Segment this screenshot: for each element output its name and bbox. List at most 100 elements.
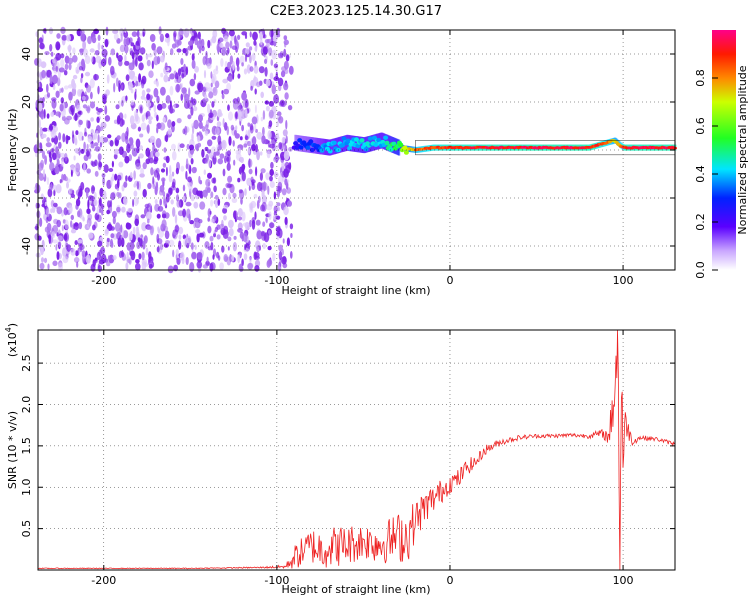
noise-speckle bbox=[181, 257, 185, 265]
noise-speckle bbox=[178, 240, 182, 250]
noise-speckle bbox=[237, 208, 243, 217]
noise-speckle bbox=[46, 113, 50, 119]
noise-speckle bbox=[237, 222, 243, 230]
noise-speckle bbox=[247, 122, 251, 127]
noise-speckle bbox=[38, 162, 44, 171]
noise-speckle bbox=[67, 57, 74, 65]
noise-speckle bbox=[155, 138, 162, 148]
noise-speckle bbox=[256, 245, 260, 253]
noise-speckle bbox=[241, 124, 245, 132]
noise-speckle bbox=[97, 134, 100, 144]
noise-speckle bbox=[72, 223, 75, 231]
noise-speckle bbox=[286, 237, 290, 247]
noise-speckle bbox=[38, 37, 43, 44]
track-point bbox=[305, 145, 311, 150]
noise-speckle bbox=[55, 184, 62, 194]
noise-speckle bbox=[217, 255, 221, 261]
noise-speckle bbox=[161, 219, 167, 229]
noise-speckle bbox=[96, 116, 100, 123]
noise-speckle bbox=[179, 143, 185, 148]
noise-speckle bbox=[113, 33, 119, 41]
track-point bbox=[345, 138, 351, 143]
noise-speckle bbox=[227, 246, 230, 251]
snr-frame bbox=[37, 329, 676, 571]
noise-speckle bbox=[191, 133, 194, 142]
noise-speckle bbox=[52, 74, 58, 85]
noise-speckle bbox=[247, 129, 251, 139]
noise-speckle bbox=[178, 28, 184, 38]
noise-speckle bbox=[143, 262, 149, 268]
noise-speckle bbox=[230, 124, 235, 131]
noise-speckle bbox=[165, 33, 170, 39]
y-tick-label: 2.5 bbox=[20, 354, 33, 372]
noise-speckle bbox=[182, 195, 186, 202]
noise-speckle bbox=[191, 251, 197, 260]
colorbar-gradient bbox=[712, 30, 736, 270]
noise-speckle bbox=[256, 81, 261, 88]
colorbar: 0.0 0.2 0.4 0.6 0.8 Normalized spectral ampl… bbox=[694, 30, 749, 279]
noise-speckle bbox=[211, 35, 217, 44]
noise-speckle bbox=[44, 226, 50, 233]
noise-speckle bbox=[48, 184, 54, 191]
noise-speckle bbox=[84, 131, 88, 137]
noise-speckle bbox=[72, 74, 78, 80]
noise-speckle bbox=[194, 37, 198, 46]
noise-speckle bbox=[52, 58, 56, 64]
noise-speckle bbox=[113, 153, 118, 160]
noise-speckle bbox=[284, 42, 287, 48]
noise-speckle bbox=[121, 99, 124, 107]
noise-speckle bbox=[135, 80, 139, 87]
noise-speckle bbox=[93, 142, 99, 147]
noise-speckle bbox=[103, 137, 109, 143]
noise-speckle bbox=[194, 167, 197, 172]
noise-speckle bbox=[269, 72, 274, 80]
noise-speckle bbox=[185, 66, 189, 76]
noise-speckle bbox=[244, 243, 247, 251]
noise-speckle bbox=[141, 89, 146, 97]
snr-grid bbox=[38, 330, 675, 570]
noise-speckle bbox=[190, 97, 194, 103]
noise-speckle bbox=[70, 229, 77, 234]
noise-speckle bbox=[245, 47, 250, 55]
noise-speckle bbox=[273, 63, 279, 69]
noise-speckle bbox=[214, 199, 219, 209]
noise-speckle bbox=[286, 187, 292, 194]
noise-speckle bbox=[274, 135, 280, 140]
noise-speckle bbox=[129, 50, 135, 56]
noise-speckle bbox=[87, 213, 93, 221]
noise-speckle bbox=[237, 228, 243, 233]
noise-speckle bbox=[194, 244, 197, 251]
noise-speckle bbox=[48, 234, 51, 245]
noise-speckle bbox=[63, 70, 68, 76]
noise-speckle bbox=[165, 193, 170, 203]
noise-speckle bbox=[89, 101, 96, 109]
noise-speckle bbox=[141, 251, 145, 261]
noise-speckle bbox=[191, 53, 195, 62]
noise-speckle bbox=[80, 73, 84, 79]
noise-speckle bbox=[264, 58, 268, 64]
noise-speckle bbox=[237, 34, 241, 41]
noise-speckle bbox=[95, 130, 99, 135]
noise-speckle bbox=[262, 46, 268, 55]
noise-speckle bbox=[199, 201, 206, 210]
noise-speckle bbox=[267, 130, 272, 140]
x-tick-label: 100 bbox=[613, 574, 634, 587]
noise-speckle bbox=[287, 200, 292, 207]
noise-speckle bbox=[213, 233, 216, 238]
noise-speckle bbox=[81, 58, 85, 68]
noise-speckle bbox=[45, 217, 49, 224]
noise-speckle bbox=[197, 252, 203, 260]
noise-speckle bbox=[167, 38, 170, 47]
noise-speckle bbox=[201, 38, 205, 49]
noise-speckle bbox=[74, 240, 78, 246]
noise-speckle bbox=[78, 65, 84, 71]
x-tick-label: -200 bbox=[91, 574, 116, 587]
noise-speckle bbox=[78, 243, 85, 251]
noise-speckle bbox=[82, 40, 86, 50]
noise-speckle bbox=[254, 46, 257, 52]
noise-speckle bbox=[251, 116, 258, 125]
noise-speckle bbox=[49, 44, 53, 52]
noise-speckle bbox=[86, 150, 90, 157]
noise-speckle bbox=[90, 160, 94, 166]
noise-speckle bbox=[75, 130, 79, 136]
